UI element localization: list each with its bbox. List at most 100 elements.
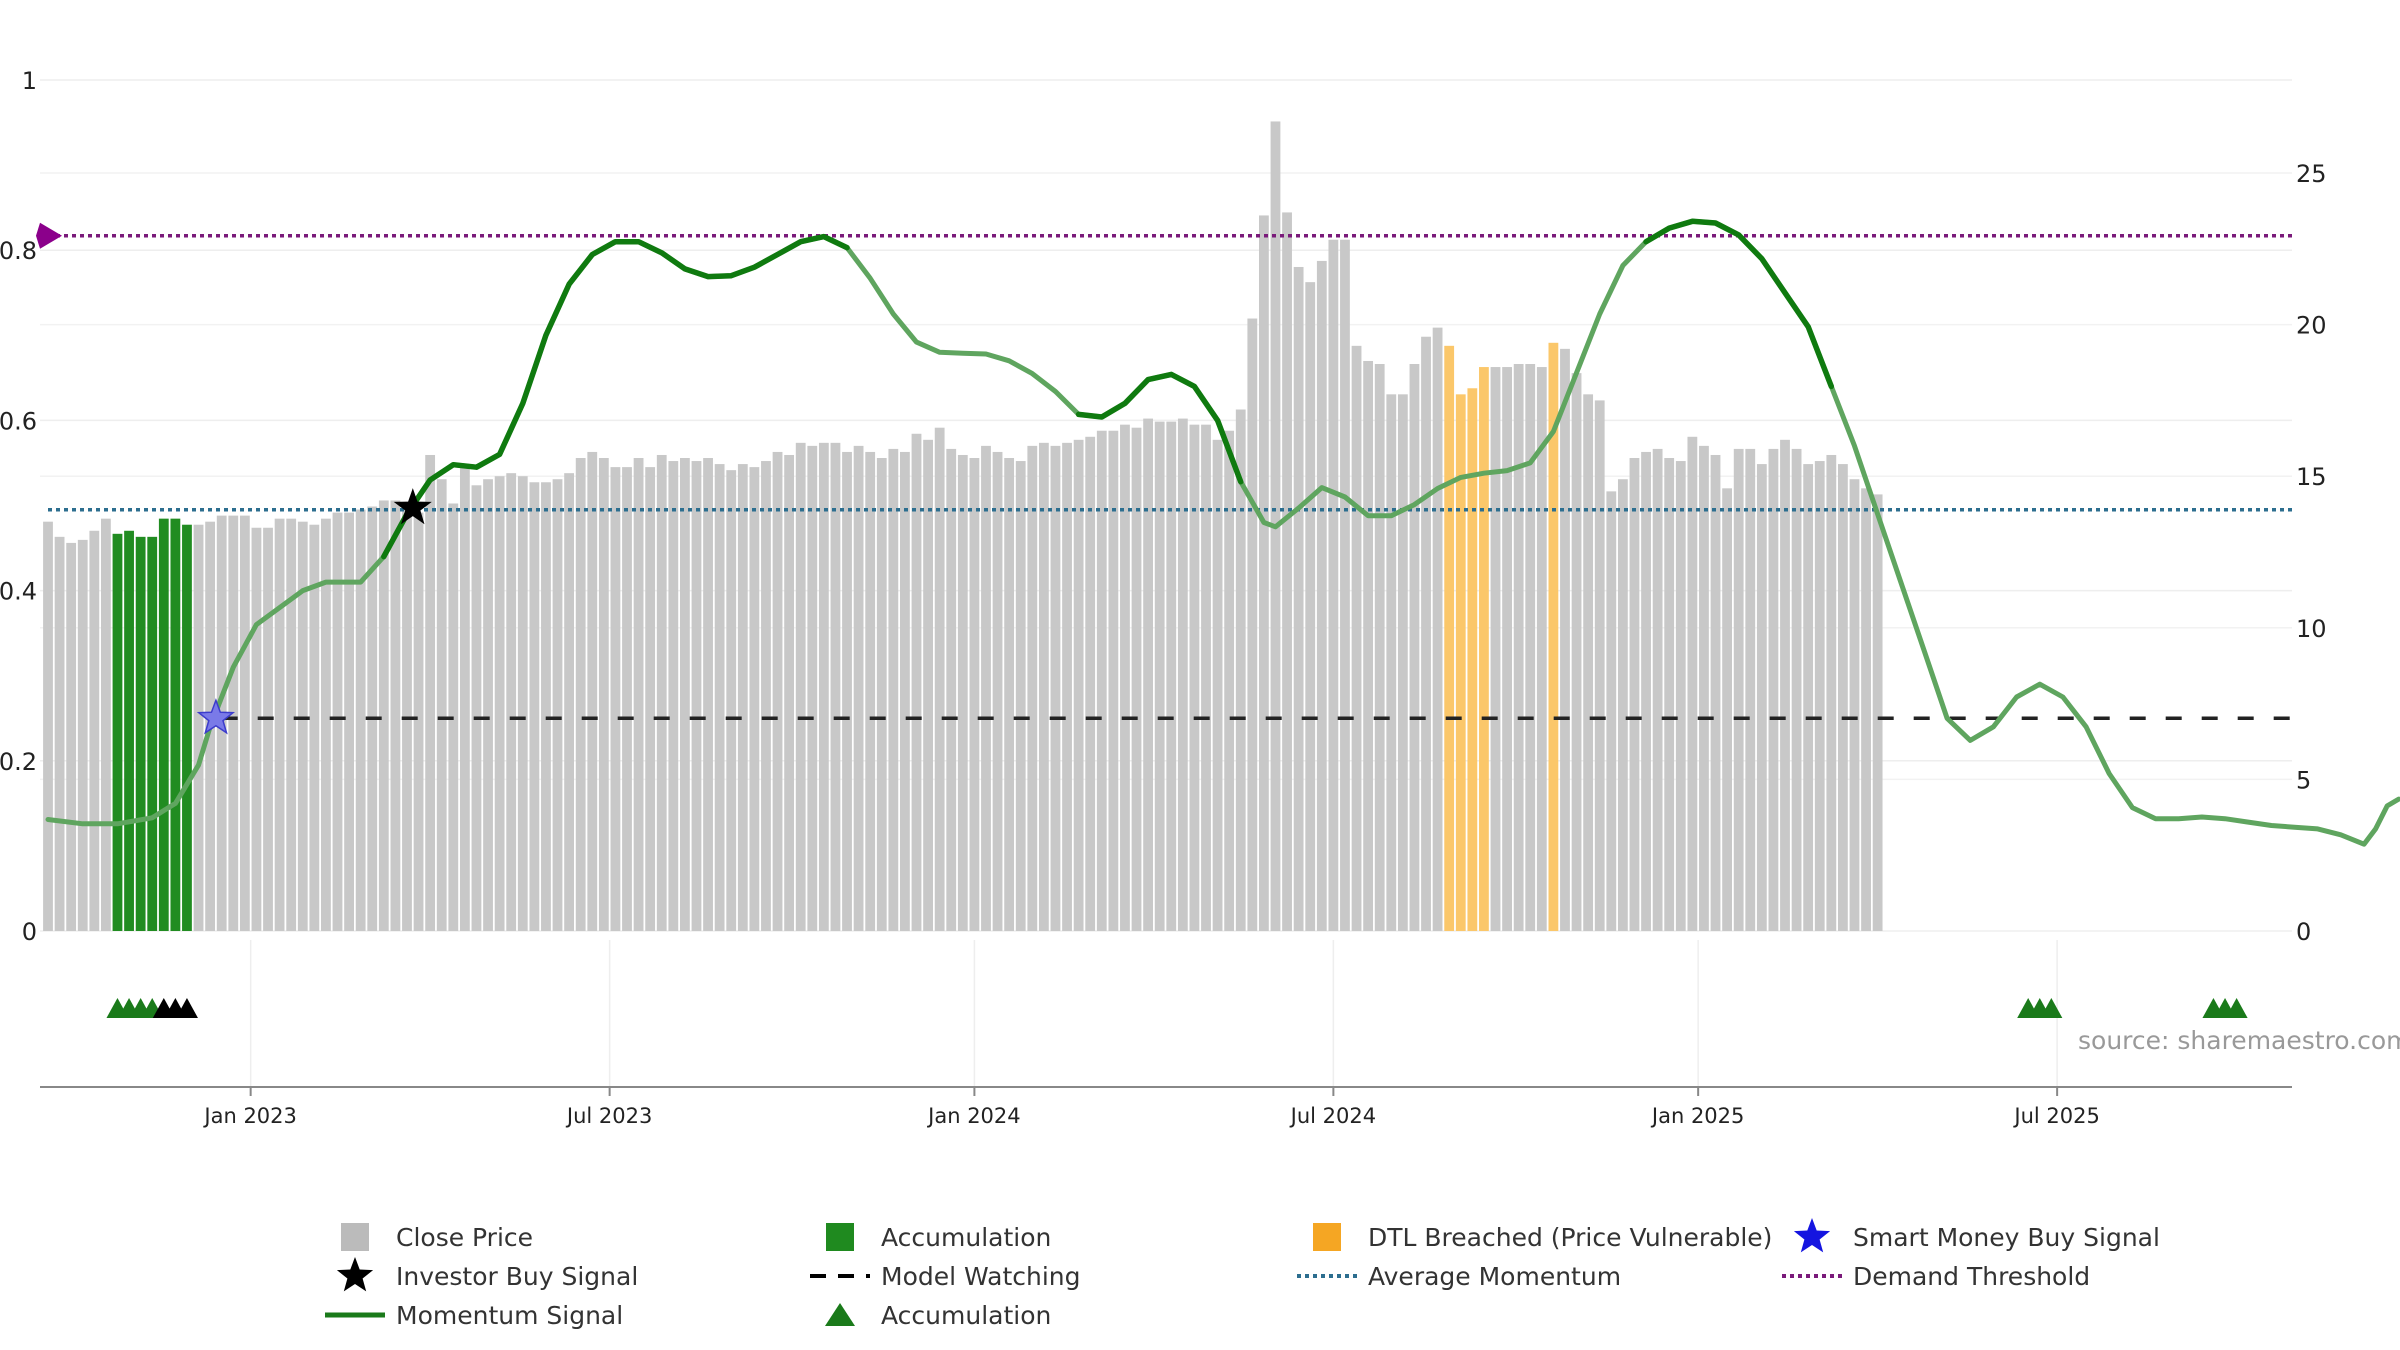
close-price-bar [332,512,343,931]
left-tick-label: 0.8 [0,237,37,265]
close-price-bar [101,518,111,931]
close-price-bar [1120,424,1130,931]
smart-money-buy-signal-star [196,698,236,735]
right-tick-label: 10 [2296,615,2327,643]
close-price-bar [1675,461,1686,931]
close-price-bar [1617,479,1628,931]
close-price-bar [425,454,436,931]
close-price-bar [1316,260,1327,932]
close-price-bar [1687,436,1698,931]
dtl-breached-bar [1548,342,1559,931]
legend-label: Smart Money Buy Signal [1853,1223,2160,1252]
investor-buy-signal-star [393,488,432,525]
close-price-bar [286,518,297,931]
close-price-bar [1664,458,1675,931]
close-price-bar [946,448,957,931]
close-price-bar [830,442,841,931]
legend-label: Model Watching [881,1262,1081,1291]
close-price-bar [680,458,690,931]
legend-item: Smart Money Buy Signal [1793,1218,2160,1253]
momentum-signal-strong-segment [381,233,850,560]
legend-swatch [1313,1223,1341,1251]
close-price-bar [54,536,65,931]
x-tick-label: Jul 2024 [1289,1104,1376,1128]
close-price-bar [1629,458,1640,931]
close-price-bar [842,451,852,931]
close-price-bar [1085,436,1096,931]
close-price-bar [1722,488,1732,931]
close-price-bar [1062,442,1072,931]
close-price-bar [934,427,945,931]
close-price-bar [876,458,887,931]
close-price-bar [1363,360,1374,931]
right-tick-label: 15 [2296,463,2327,491]
close-price-bar [1641,451,1651,931]
close-price-bar [239,515,250,931]
close-price-bar [1594,400,1605,931]
close-price-bar [309,524,320,931]
price-bars [43,121,1883,932]
close-price-bar [1733,448,1744,931]
legend-swatch [341,1223,369,1251]
legend-label: Investor Buy Signal [396,1262,638,1291]
dtl-breached-bar [1479,367,1489,932]
legend-item: Investor Buy Signal [336,1257,638,1292]
close-price-bar [726,470,737,931]
left-tick-label: 0.4 [0,578,37,606]
close-price-bar [1293,266,1304,931]
close-price-bar [1432,327,1443,932]
close-price-bar [1096,430,1107,931]
close-price-bar [1004,458,1015,931]
close-price-bar [506,473,517,931]
close-price-bar [1282,212,1292,931]
close-price-bar [1780,439,1790,931]
close-price-bar [992,451,1003,931]
close-price-bar [703,458,713,931]
close-price-bar [818,442,829,931]
close-price-bar [633,458,644,931]
close-price-bar [1328,239,1339,932]
close-price-bar [1224,430,1235,931]
close-price-bar [691,461,702,931]
close-price-bar [656,454,667,931]
close-price-bar [900,451,910,931]
legend-label: DTL Breached (Price Vulnerable) [1368,1223,1772,1252]
close-price-bar [1340,239,1350,932]
legend-swatch [826,1223,854,1251]
close-price-bar [390,500,401,931]
close-price-bar [575,458,586,931]
close-price-bar [1606,491,1617,931]
close-price-bar [517,476,528,931]
close-price-bar [552,479,563,931]
legend-label: Close Price [396,1223,533,1252]
close-price-bar [610,467,621,931]
legend-item: Average Momentum [1297,1262,1621,1291]
axes: Jan 2023 Jul 2023 Jan 2024 Jul 2024 Jan 2025… [0,67,2327,1128]
close-price-bar [1259,215,1269,931]
left-tick-label: 0 [22,918,37,946]
close-price-bar [263,527,273,931]
close-price-bar [749,467,760,931]
x-tick-label: Jan 2024 [926,1104,1021,1128]
legend: Close Price Accumulation DTL Breached (Pri… [325,1218,2160,1330]
close-price-bar [1536,367,1547,932]
close-price-bar [923,439,933,931]
legend-triangle-icon [825,1303,855,1326]
right-tick-label: 0 [2296,918,2311,946]
close-price-bar [1803,464,1814,931]
close-price-bar [668,461,679,931]
close-price-bar [1652,448,1663,931]
close-price-bar [1397,394,1408,931]
close-price-bar [1525,364,1536,931]
legend-item: Accumulation [825,1301,1051,1330]
dtl-breached-bar [1455,394,1466,931]
close-price-bar [1768,448,1779,931]
accumulation-triangle [2040,998,2063,1018]
close-price-bar [911,433,922,931]
close-price-bar [795,442,806,931]
legend-item: Model Watching [810,1262,1081,1291]
accumulation-markers [106,998,2248,1018]
dtl-breached-bar [1444,345,1455,932]
close-price-bar [1177,418,1188,931]
close-price-bar [1502,367,1512,932]
